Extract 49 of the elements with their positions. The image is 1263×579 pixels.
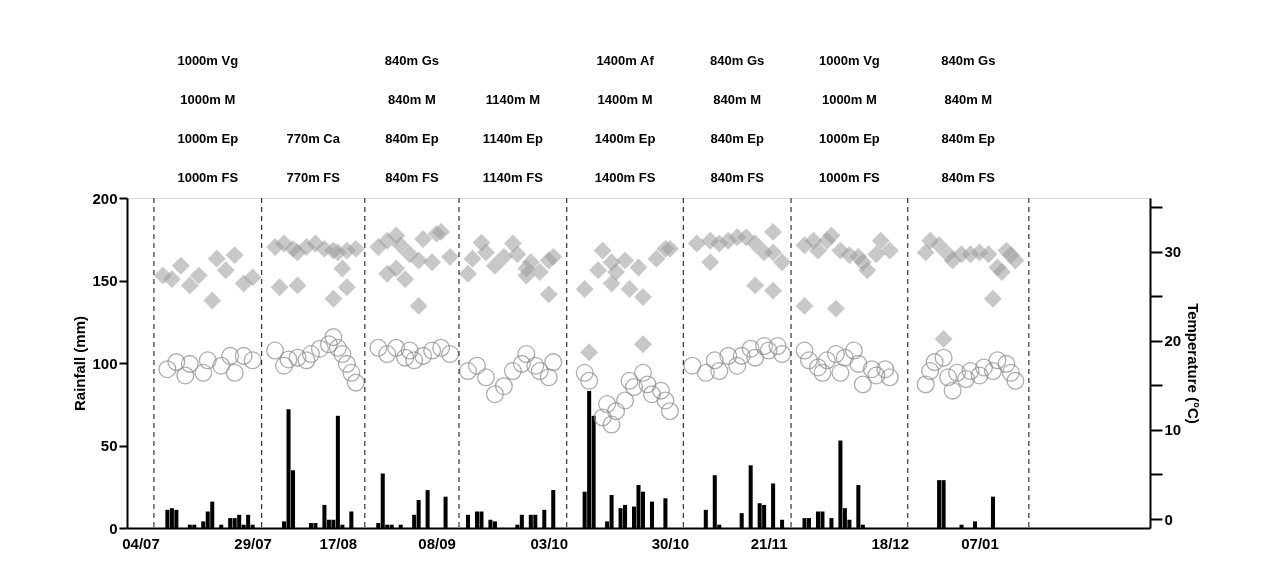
y2-axis-title: Temperature (°C) xyxy=(1185,303,1203,424)
text: 1000m Vg xyxy=(819,53,880,68)
text: 1400m FS xyxy=(594,170,656,185)
text: 1000m Vg xyxy=(177,53,239,68)
text: 840m Gs xyxy=(710,53,765,68)
text: 1000m FS xyxy=(177,170,239,185)
y-tick-label: 200 xyxy=(92,189,118,207)
text: 1000m Ep xyxy=(819,131,880,146)
x-tick-label: 04/07 xyxy=(122,534,160,552)
x-tick-label: 08/09 xyxy=(418,534,456,552)
text: 1140m FS xyxy=(482,170,544,185)
y-tick-label: 0 xyxy=(109,519,118,537)
text: 840m Ep xyxy=(385,131,439,146)
x-tick-label: 30/10 xyxy=(651,534,690,552)
y2-tick-label: 20 xyxy=(1164,332,1182,350)
x-tick-label: 03/10 xyxy=(530,534,569,552)
text: 840m Gs xyxy=(941,53,996,68)
text: 1400m M xyxy=(597,92,653,107)
y2-tick-label: 0 xyxy=(1164,510,1173,528)
text: 770m Ca xyxy=(286,131,341,146)
y-tick-label: 50 xyxy=(100,437,118,454)
x-tick-label: 21/11 xyxy=(750,534,788,552)
text: 1000m M xyxy=(180,92,236,107)
text: 770m FS xyxy=(286,170,341,185)
x-tick-label: 29/07 xyxy=(234,534,272,552)
text: 1400m Af xyxy=(596,53,655,68)
text: 1000m Ep xyxy=(177,131,239,146)
text: 1140m Ep xyxy=(482,131,543,146)
x-tick-label: 17/08 xyxy=(319,534,358,552)
text: 1140m M xyxy=(485,92,540,107)
text: 1400m Ep xyxy=(594,131,656,146)
y-tick-label: 150 xyxy=(92,272,118,289)
text: 840m FS xyxy=(385,170,439,185)
x-tick-label: 07/01 xyxy=(961,534,999,552)
text: 840m M xyxy=(713,92,762,107)
text: 840m Ep xyxy=(710,131,764,146)
text: 1000m FS xyxy=(819,170,881,185)
text: 840m FS xyxy=(941,170,996,185)
text: 840m Gs xyxy=(384,53,440,68)
y2-tick-label: 30 xyxy=(1164,243,1182,261)
y-tick-label: 100 xyxy=(92,354,118,372)
text: 1000m M xyxy=(821,92,877,107)
text: 840m M xyxy=(944,92,993,107)
y2-tick-label: 10 xyxy=(1164,421,1182,439)
y-axis-title: Rainfall (mm) xyxy=(71,315,89,412)
text: 840m FS xyxy=(710,170,765,185)
text: 840m M xyxy=(388,92,436,107)
text: 840m Ep xyxy=(941,131,996,146)
x-tick-label: 18/12 xyxy=(871,534,910,552)
